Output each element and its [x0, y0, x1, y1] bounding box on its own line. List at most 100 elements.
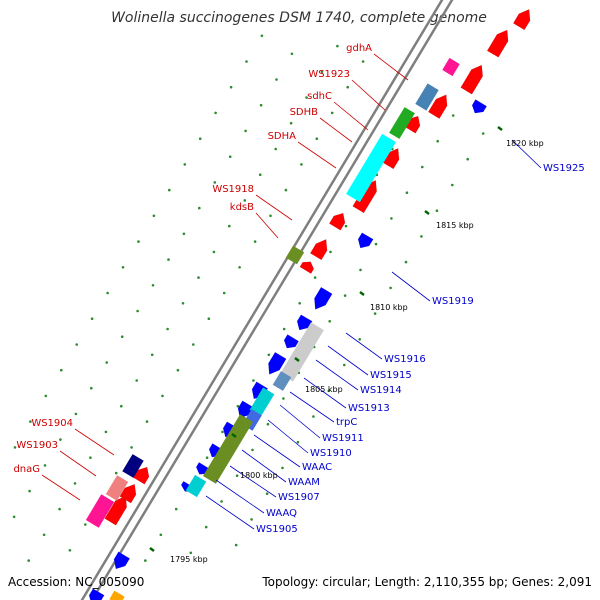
- guide-dot: [28, 489, 31, 493]
- label-leader-line: [333, 101, 369, 131]
- guide-dot: [330, 111, 334, 115]
- guide-dot: [235, 474, 239, 478]
- guide-dot: [121, 266, 125, 269]
- orange-box: [109, 590, 125, 600]
- guide-dot: [105, 361, 108, 364]
- sdhb-box: [389, 107, 415, 139]
- guide-dot: [282, 397, 285, 400]
- guide-dot: [346, 85, 350, 89]
- label-leader-line: [255, 212, 279, 239]
- guide-dot: [27, 559, 31, 562]
- guide-dot: [75, 343, 78, 346]
- guide-dot: [281, 466, 284, 470]
- guide-dot: [151, 284, 155, 287]
- label-leader-line: [297, 141, 337, 169]
- accession-text: Accession: NC_005090: [8, 575, 144, 589]
- guide-dot: [436, 139, 440, 143]
- scale-tick-label: 1800 kbp: [240, 471, 278, 480]
- gene-label-forward: WS1923: [308, 69, 350, 80]
- guide-dot: [212, 250, 216, 254]
- guide-dot: [74, 412, 78, 416]
- scale-tick-label: 1805 kbp: [305, 385, 343, 394]
- waaq-box: [185, 474, 207, 498]
- guide-dot: [145, 420, 149, 423]
- gene-track: [85, 9, 531, 600]
- guide-dot: [265, 492, 269, 496]
- guide-dot: [290, 52, 294, 56]
- sdha-box: [346, 133, 396, 203]
- guide-dot: [289, 121, 293, 125]
- gene-label-forward: SDHA: [268, 131, 297, 142]
- guide-dot: [228, 224, 231, 228]
- guide-dot: [244, 129, 247, 133]
- guide-dot: [167, 258, 170, 261]
- label-leader-line: [215, 479, 265, 514]
- reverse-gene-arrow: [113, 551, 131, 570]
- guide-dot: [274, 147, 278, 151]
- guide-dot: [390, 217, 393, 220]
- gene-label-forward: WS1918: [212, 184, 254, 195]
- guide-dot: [214, 111, 217, 115]
- gene-label-forward: WS1904: [31, 418, 73, 429]
- guide-dot: [182, 232, 186, 236]
- guide-dot: [358, 338, 362, 341]
- guide-dot: [404, 260, 408, 264]
- guide-dot: [159, 533, 163, 537]
- guide-dot: [343, 363, 346, 367]
- label-leader-line: [59, 450, 97, 477]
- scale-tick-label: 1820 kbp: [506, 139, 544, 148]
- guide-dot: [84, 523, 87, 526]
- guide-dot: [220, 500, 223, 503]
- label-leader-line: [373, 53, 409, 81]
- gene-label-forward: WS1903: [16, 440, 58, 451]
- guide-dot: [243, 199, 247, 202]
- guide-dot: [266, 422, 270, 426]
- ws1914-box: [272, 371, 292, 391]
- label-leader-line: [289, 391, 335, 423]
- label-leader-line: [74, 428, 115, 456]
- label-leader-line: [241, 449, 287, 483]
- guide-dot: [329, 250, 332, 254]
- forward-gene-arrow: [309, 239, 328, 261]
- scale-tick-label: 1810 kbp: [370, 303, 408, 312]
- backbone-line-left: [80, 0, 444, 600]
- gene-label-reverse: trpC: [336, 417, 357, 428]
- guide-dot: [204, 525, 208, 529]
- guide-dot: [229, 85, 233, 89]
- scale-ticks: 1795 kbp 1800 kbp 1805 kbp 1810 kbp 1815 kbp…: [149, 126, 544, 564]
- guide-dot: [221, 430, 224, 434]
- map-title: Wolinella succinogenes DSM 1740, complet…: [111, 10, 487, 26]
- guide-dot: [89, 456, 92, 460]
- guide-dot: [90, 317, 94, 321]
- label-leader-line: [205, 495, 255, 530]
- gene-label-reverse: WS1914: [360, 385, 402, 396]
- forward-gene-arrow: [104, 495, 127, 526]
- guide-dot: [106, 291, 109, 295]
- guide-dot: [198, 206, 201, 210]
- guide-dot: [120, 335, 124, 339]
- guide-dot: [205, 456, 209, 460]
- reverse-gene-arrow: [314, 286, 333, 310]
- gene-label-reverse: WS1916: [384, 354, 426, 365]
- scale-tick-mark: [294, 357, 300, 362]
- guide-dot: [451, 183, 454, 187]
- guide-dot: [43, 464, 47, 467]
- guide-dot: [315, 137, 319, 140]
- guide-dot: [313, 276, 317, 279]
- guide-dot: [421, 165, 424, 169]
- gene-label-reverse: WAAC: [302, 462, 332, 473]
- guide-dot: [120, 404, 123, 408]
- guide-dot: [176, 368, 180, 372]
- guide-dot: [130, 446, 133, 449]
- gene-label-reverse: WS1911: [322, 433, 364, 444]
- forward-gene-arrow: [486, 29, 509, 58]
- gene-label-reverse: WS1907: [278, 492, 320, 503]
- gene-label-forward: gdhA: [346, 43, 372, 54]
- reverse-gene-arrow: [283, 334, 300, 349]
- guide-dot: [282, 327, 286, 331]
- gene-label-reverse: WS1910: [310, 448, 352, 459]
- label-leader-line: [315, 359, 359, 391]
- scale-tick-label: 1795 kbp: [170, 555, 208, 564]
- guide-dot: [359, 268, 362, 272]
- guide-dot: [320, 70, 324, 74]
